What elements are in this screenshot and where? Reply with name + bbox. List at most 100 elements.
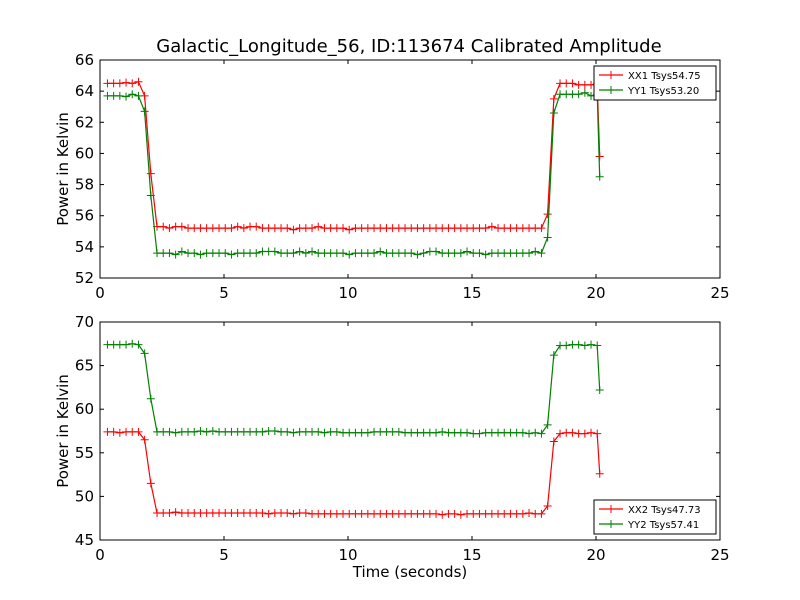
bottom-x-tick-label: 0 [95, 546, 105, 564]
bottom-data-point [109, 427, 118, 436]
bottom-data-point [593, 341, 602, 350]
bottom-data-point [171, 508, 180, 517]
top-panel: Power in Kelvin 0 5 10 15 20 25 52 54 56 58 60 62 64… [54, 51, 730, 302]
top-data-point [549, 94, 558, 103]
top-data-point [432, 247, 441, 256]
top-data-point [463, 247, 472, 256]
bottom-data-point [128, 339, 137, 348]
top-data-point [115, 91, 124, 100]
top-data-point [289, 249, 298, 258]
bottom-data-point [190, 427, 199, 436]
top-x-tick-label: 25 [710, 284, 729, 302]
bottom-data-point [549, 351, 558, 360]
top-y-tick-label: 54 [75, 238, 94, 256]
bottom-x-axis-label: Time (seconds) [352, 563, 468, 581]
top-data-point [487, 222, 496, 231]
bottom-data-point [537, 429, 546, 438]
top-data-point [140, 107, 149, 116]
top-data-point [128, 79, 137, 88]
top-data-point [122, 78, 131, 87]
top-data-point [308, 224, 317, 233]
bottom-data-point [593, 429, 602, 438]
bottom-data-point [456, 510, 465, 519]
top-data-point [543, 210, 552, 219]
bottom-data-point [208, 427, 217, 435]
bottom-x-tick-label: 15 [462, 546, 481, 564]
top-data-point [481, 224, 490, 233]
bottom-data-point [432, 428, 441, 437]
bottom-data-point [289, 428, 298, 437]
top-data-point [233, 222, 242, 231]
top-data-point [525, 249, 534, 258]
top-data-point [543, 233, 552, 242]
bottom-x-tick-label: 25 [710, 546, 729, 564]
top-data-point [122, 92, 131, 101]
bottom-data-point [562, 341, 571, 350]
top-data-point [339, 249, 348, 258]
top-x-tick-label: 5 [219, 284, 229, 302]
bottom-y-tick-label: 70 [75, 313, 94, 331]
top-data-point [419, 249, 428, 258]
bottom-data-point [595, 469, 604, 478]
top-data-point [190, 249, 199, 258]
bottom-data-point [518, 509, 527, 518]
bottom-data-point [475, 429, 484, 438]
top-data-point [134, 77, 143, 86]
bottom-x-tick-label: 10 [338, 546, 357, 564]
top-data-point [177, 222, 186, 231]
top-data-point [177, 247, 186, 256]
bottom-data-point [543, 501, 552, 510]
top-legend-marker [607, 86, 615, 94]
top-data-point [376, 247, 385, 256]
bottom-data-point [301, 508, 310, 517]
top-data-point [252, 249, 261, 258]
bottom-legend-label: YY2 Tsys57.41 [627, 520, 699, 531]
top-data-point [549, 108, 558, 117]
bottom-data-point [525, 429, 534, 438]
bottom-data-point [165, 508, 174, 517]
top-legend: XX1 Tsys54.75 YY1 Tsys53.20 [593, 65, 717, 101]
bottom-data-point [134, 340, 143, 349]
bottom-x-tick-label: 5 [219, 546, 229, 564]
top-data-point [413, 250, 422, 259]
bottom-panel: Power in Kelvin Time (seconds) 0 5 10 15 20 2… [54, 313, 730, 581]
top-data-point [580, 88, 589, 97]
top-data-point [146, 191, 155, 200]
bottom-y-tick-label: 50 [75, 487, 94, 505]
top-data-point [537, 224, 546, 233]
top-data-point [115, 79, 124, 88]
top-data-point [196, 250, 205, 259]
top-data-point [295, 247, 304, 256]
top-data-point [128, 90, 137, 99]
bottom-plot-frame [99, 321, 721, 541]
bottom-data-point [587, 340, 596, 349]
bottom-data-point [258, 508, 267, 517]
bottom-x-tick-label: 20 [586, 546, 605, 564]
top-y-tick-label: 62 [75, 113, 94, 131]
bottom-data-point [171, 428, 180, 437]
top-data-point [345, 250, 354, 259]
top-data-point [456, 249, 465, 258]
bottom-data-point [332, 427, 341, 436]
top-data-point [134, 91, 143, 100]
bottom-data-point [574, 340, 583, 349]
bottom-data-point [556, 429, 565, 438]
bottom-legend-marker [607, 505, 615, 513]
top-data-point [270, 247, 279, 256]
top-data-point [481, 250, 490, 259]
bottom-data-point [320, 428, 329, 437]
bottom-data-point [140, 349, 149, 358]
bottom-y-axis-label: Power in Kelvin [54, 374, 72, 488]
top-data-point [574, 90, 583, 99]
bottom-data-point [134, 427, 143, 436]
bottom-data-point [363, 428, 372, 437]
bottom-data-point [580, 429, 589, 438]
top-data-point [227, 250, 236, 259]
top-data-point [283, 224, 292, 233]
bottom-data-point [587, 428, 596, 437]
bottom-data-point [283, 427, 292, 436]
top-legend-label: XX1 Tsys54.75 [628, 71, 701, 82]
bottom-data-point [432, 509, 441, 518]
top-x-tick-label: 0 [95, 284, 105, 302]
